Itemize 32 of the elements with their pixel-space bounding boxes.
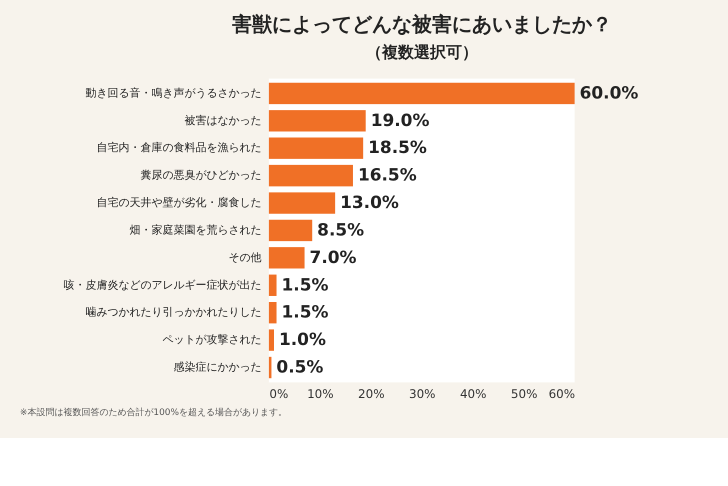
x-tick-label: 10% [307,386,334,401]
data-label: 19.0% [370,110,430,130]
data-label: 1.0% [278,329,326,350]
data-label: 16.5% [358,164,417,185]
data-label: 7.0% [310,246,357,267]
x-tick-label: 30% [408,386,436,401]
x-tick-label: 60% [548,386,576,401]
y-tick-label: ペットが攻撃された [162,333,262,346]
x-tick-label: 50% [510,386,538,401]
y-tick-label: 咳・皮膚炎などのアレルギー症状が出た [63,278,262,292]
y-tick-label: 自宅内・倉庫の食料品を漁られた [96,141,262,154]
x-tick-label: 0% [269,386,288,401]
data-label: 60.0% [580,82,638,102]
y-tick-label: 噛みつかれたり引っかかれたりした [85,306,262,319]
data-label: 1.5% [282,274,328,294]
data-label: 13.0% [340,192,399,212]
y-tick-label: 畑・家庭菜園を荒らされた [129,223,262,236]
y-tick-label: その他 [228,250,262,264]
chart-title: 害獣によってどんな被害にあいましたか？ [232,12,612,36]
y-tick-label: 被害はなかった [184,114,262,127]
data-label: 1.5% [282,302,328,322]
y-tick-label: 動き回る音・鳴き声がうるさかった [85,86,262,100]
y-tick-label: 糞尿の悪臭がひどかった [140,168,262,182]
x-tick-label: 20% [358,386,385,401]
data-label: 8.5% [317,219,364,240]
data-label: 18.5% [368,137,427,158]
y-tick-label: 感染症にかかった [173,360,262,374]
y-tick-label: 自宅の天井や壁が劣化・腐食した [96,196,262,210]
data-label: 0.5% [276,356,324,377]
x-tick-label: 40% [460,386,486,401]
text: ※本設問は複数回答のため合計が100%を超える場合があります。 [20,407,288,418]
chart-subtitle: （複数選択可） [366,42,478,62]
